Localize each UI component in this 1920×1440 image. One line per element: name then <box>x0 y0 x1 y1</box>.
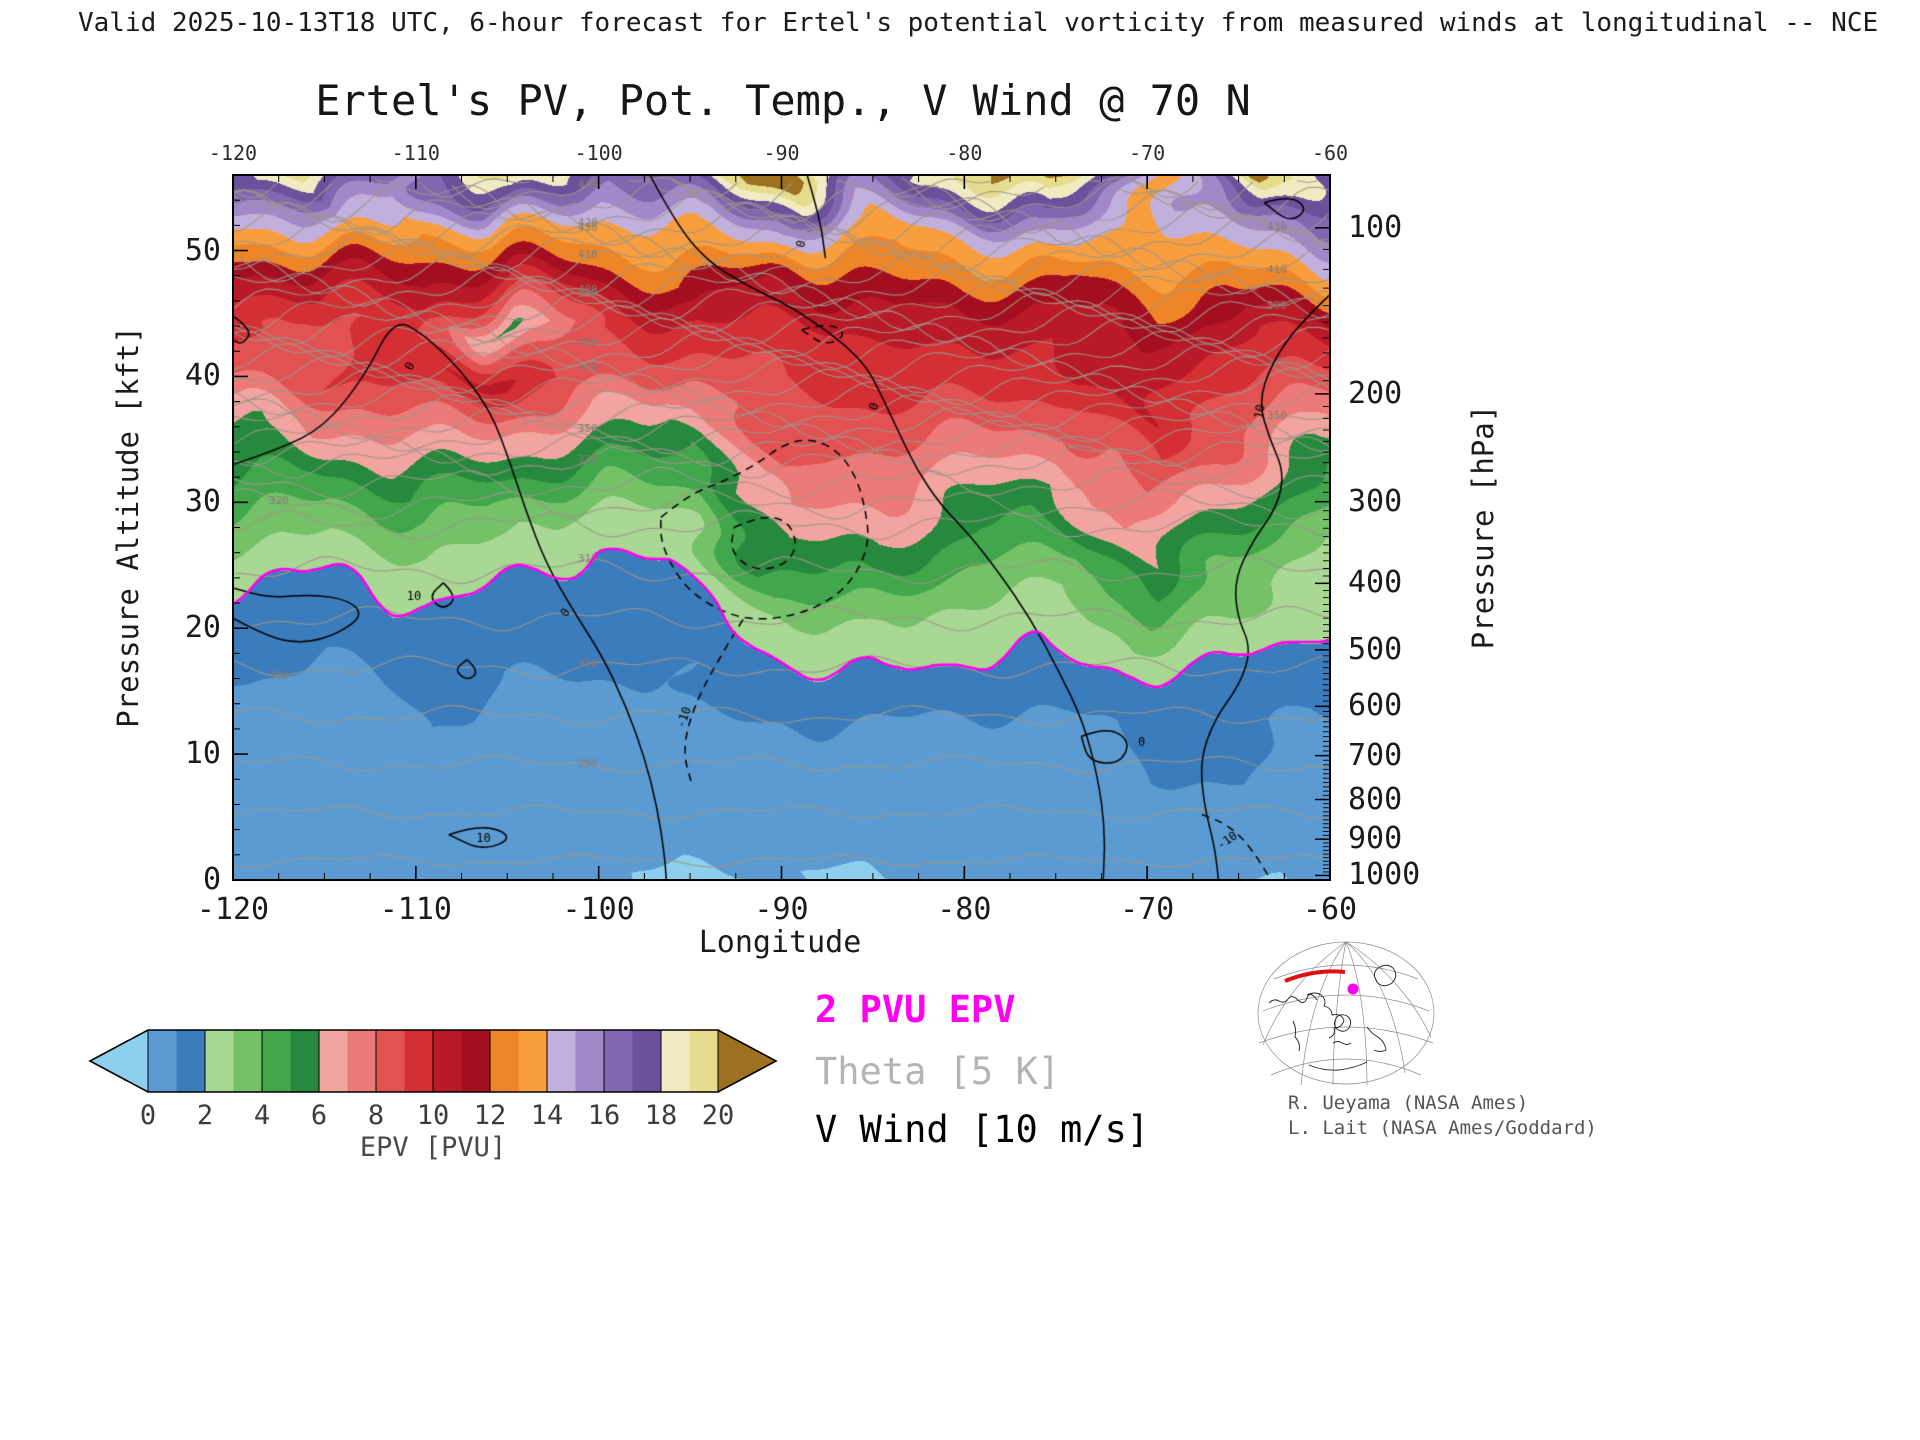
y-right-axis-title: Pressure [hPa] <box>1466 404 1500 650</box>
colorbar-tick-label: 8 <box>367 1100 385 1131</box>
colorbar-over-arrow <box>718 1030 776 1092</box>
colorbar-under-arrow <box>90 1030 148 1092</box>
colorbar-cell <box>176 1030 206 1092</box>
x-top-tick-label: -110 <box>391 141 440 165</box>
colorbar-tick-label: 4 <box>253 1100 271 1131</box>
colorbar-tick-label: 12 <box>473 1100 507 1131</box>
colorbar-tick-label: 14 <box>530 1100 564 1131</box>
epv-contour-canvas <box>233 175 1330 880</box>
location-inset-map <box>1257 941 1435 1086</box>
colorbar-cell <box>205 1030 235 1092</box>
colorbar-cell <box>233 1030 263 1092</box>
colorbar-cell <box>490 1030 520 1092</box>
y-left-tick-label: 30 <box>184 484 221 520</box>
colorbar-cell <box>376 1030 406 1092</box>
colorbar-tick-label: 2 <box>196 1100 214 1131</box>
credit-line-1: R. Ueyama (NASA Ames) <box>1288 1092 1529 1114</box>
x-axis-tick-label: -100 <box>562 892 635 927</box>
y-left-tick-label: 10 <box>184 736 221 772</box>
colorbar-cell <box>433 1030 463 1092</box>
colorbar-cell <box>547 1030 577 1092</box>
x-top-tick-label: -70 <box>1129 141 1166 165</box>
colorbar-cell <box>404 1030 434 1092</box>
colorbar-outline <box>88 1029 778 1093</box>
colorbar-tick-label: 6 <box>310 1100 328 1131</box>
y-right-tick-label: 300 <box>1348 483 1403 519</box>
valid-time-header: Valid 2025-10-13T18 UTC, 6-hour forecast… <box>78 8 1879 38</box>
colorbar-cell <box>347 1030 377 1092</box>
x-axis-tick-label: -60 <box>1302 892 1358 927</box>
y-right-tick-label: 400 <box>1348 565 1403 601</box>
legend-theta-contour: Theta [5 K] <box>815 1050 1061 1093</box>
y-right-tick-label: 700 <box>1348 737 1403 773</box>
y-right-tick-label: 900 <box>1348 821 1403 857</box>
y-right-tick-label: 500 <box>1348 631 1403 667</box>
x-top-tick-label: -60 <box>1311 141 1349 165</box>
y-right-tick-label: 200 <box>1348 375 1403 411</box>
colorbar-cell <box>632 1030 662 1092</box>
colorbar-cell <box>518 1030 548 1092</box>
colorbar-tick-label: 0 <box>139 1100 157 1131</box>
x-top-tick-label: -100 <box>574 141 623 165</box>
plot-title: Ertel's PV, Pot. Temp., V Wind @ 70 N <box>315 76 1251 125</box>
y-left-tick-label: 50 <box>184 232 221 268</box>
colorbar-cell <box>461 1030 491 1092</box>
colorbar-tick-label: 18 <box>644 1100 678 1131</box>
colorbar-cell <box>575 1030 605 1092</box>
y-left-tick-label: 20 <box>184 610 221 646</box>
y-right-tick-label: 600 <box>1348 688 1403 724</box>
legend-vwind-contour: V Wind [10 m/s] <box>815 1108 1150 1151</box>
colorbar-tick-label: 20 <box>701 1100 735 1131</box>
x-axis-tick-label: -80 <box>937 892 992 927</box>
x-axis-tick-label: -110 <box>379 892 452 927</box>
colorbar-cell <box>319 1030 349 1092</box>
main-plot-area <box>233 175 1330 880</box>
y-right-tick-label: 1000 <box>1348 857 1421 893</box>
y-left-tick-label: 0 <box>202 862 221 897</box>
cross-section-path <box>1284 969 1346 983</box>
colorbar-cell <box>661 1030 691 1092</box>
colorbar-tick-label: 10 <box>416 1100 450 1131</box>
x-top-tick-label: -80 <box>946 141 983 165</box>
x-top-tick-label: -120 <box>208 141 258 165</box>
map-graticule <box>1257 941 1435 1086</box>
colorbar-cell <box>689 1030 719 1092</box>
colorbar-cell <box>262 1030 292 1092</box>
x-axis-tick-label: -120 <box>196 892 270 927</box>
colorbar-cell <box>290 1030 320 1092</box>
colorbar-title: EPV [PVU] <box>359 1132 507 1163</box>
x-axis-tick-label: -90 <box>754 892 809 927</box>
cross-section-point <box>1347 983 1359 995</box>
y-right-tick-label: 100 <box>1348 209 1403 245</box>
y-right-tick-label: 800 <box>1348 781 1403 817</box>
legend-pv2-contour: 2 PVU EPV <box>815 988 1016 1031</box>
x-top-tick-label: -90 <box>763 141 800 165</box>
y-left-tick-label: 40 <box>184 358 221 394</box>
x-axis-title: Longitude <box>698 925 862 960</box>
credit-line-2: L. Lait (NASA Ames/Goddard) <box>1288 1117 1597 1139</box>
colorbar-cell <box>148 1030 178 1092</box>
x-axis-tick-label: -70 <box>1120 892 1175 927</box>
colorbar-cell <box>604 1030 634 1092</box>
colorbar-tick-label: 16 <box>587 1100 621 1131</box>
map-coastlines <box>1268 964 1397 1071</box>
